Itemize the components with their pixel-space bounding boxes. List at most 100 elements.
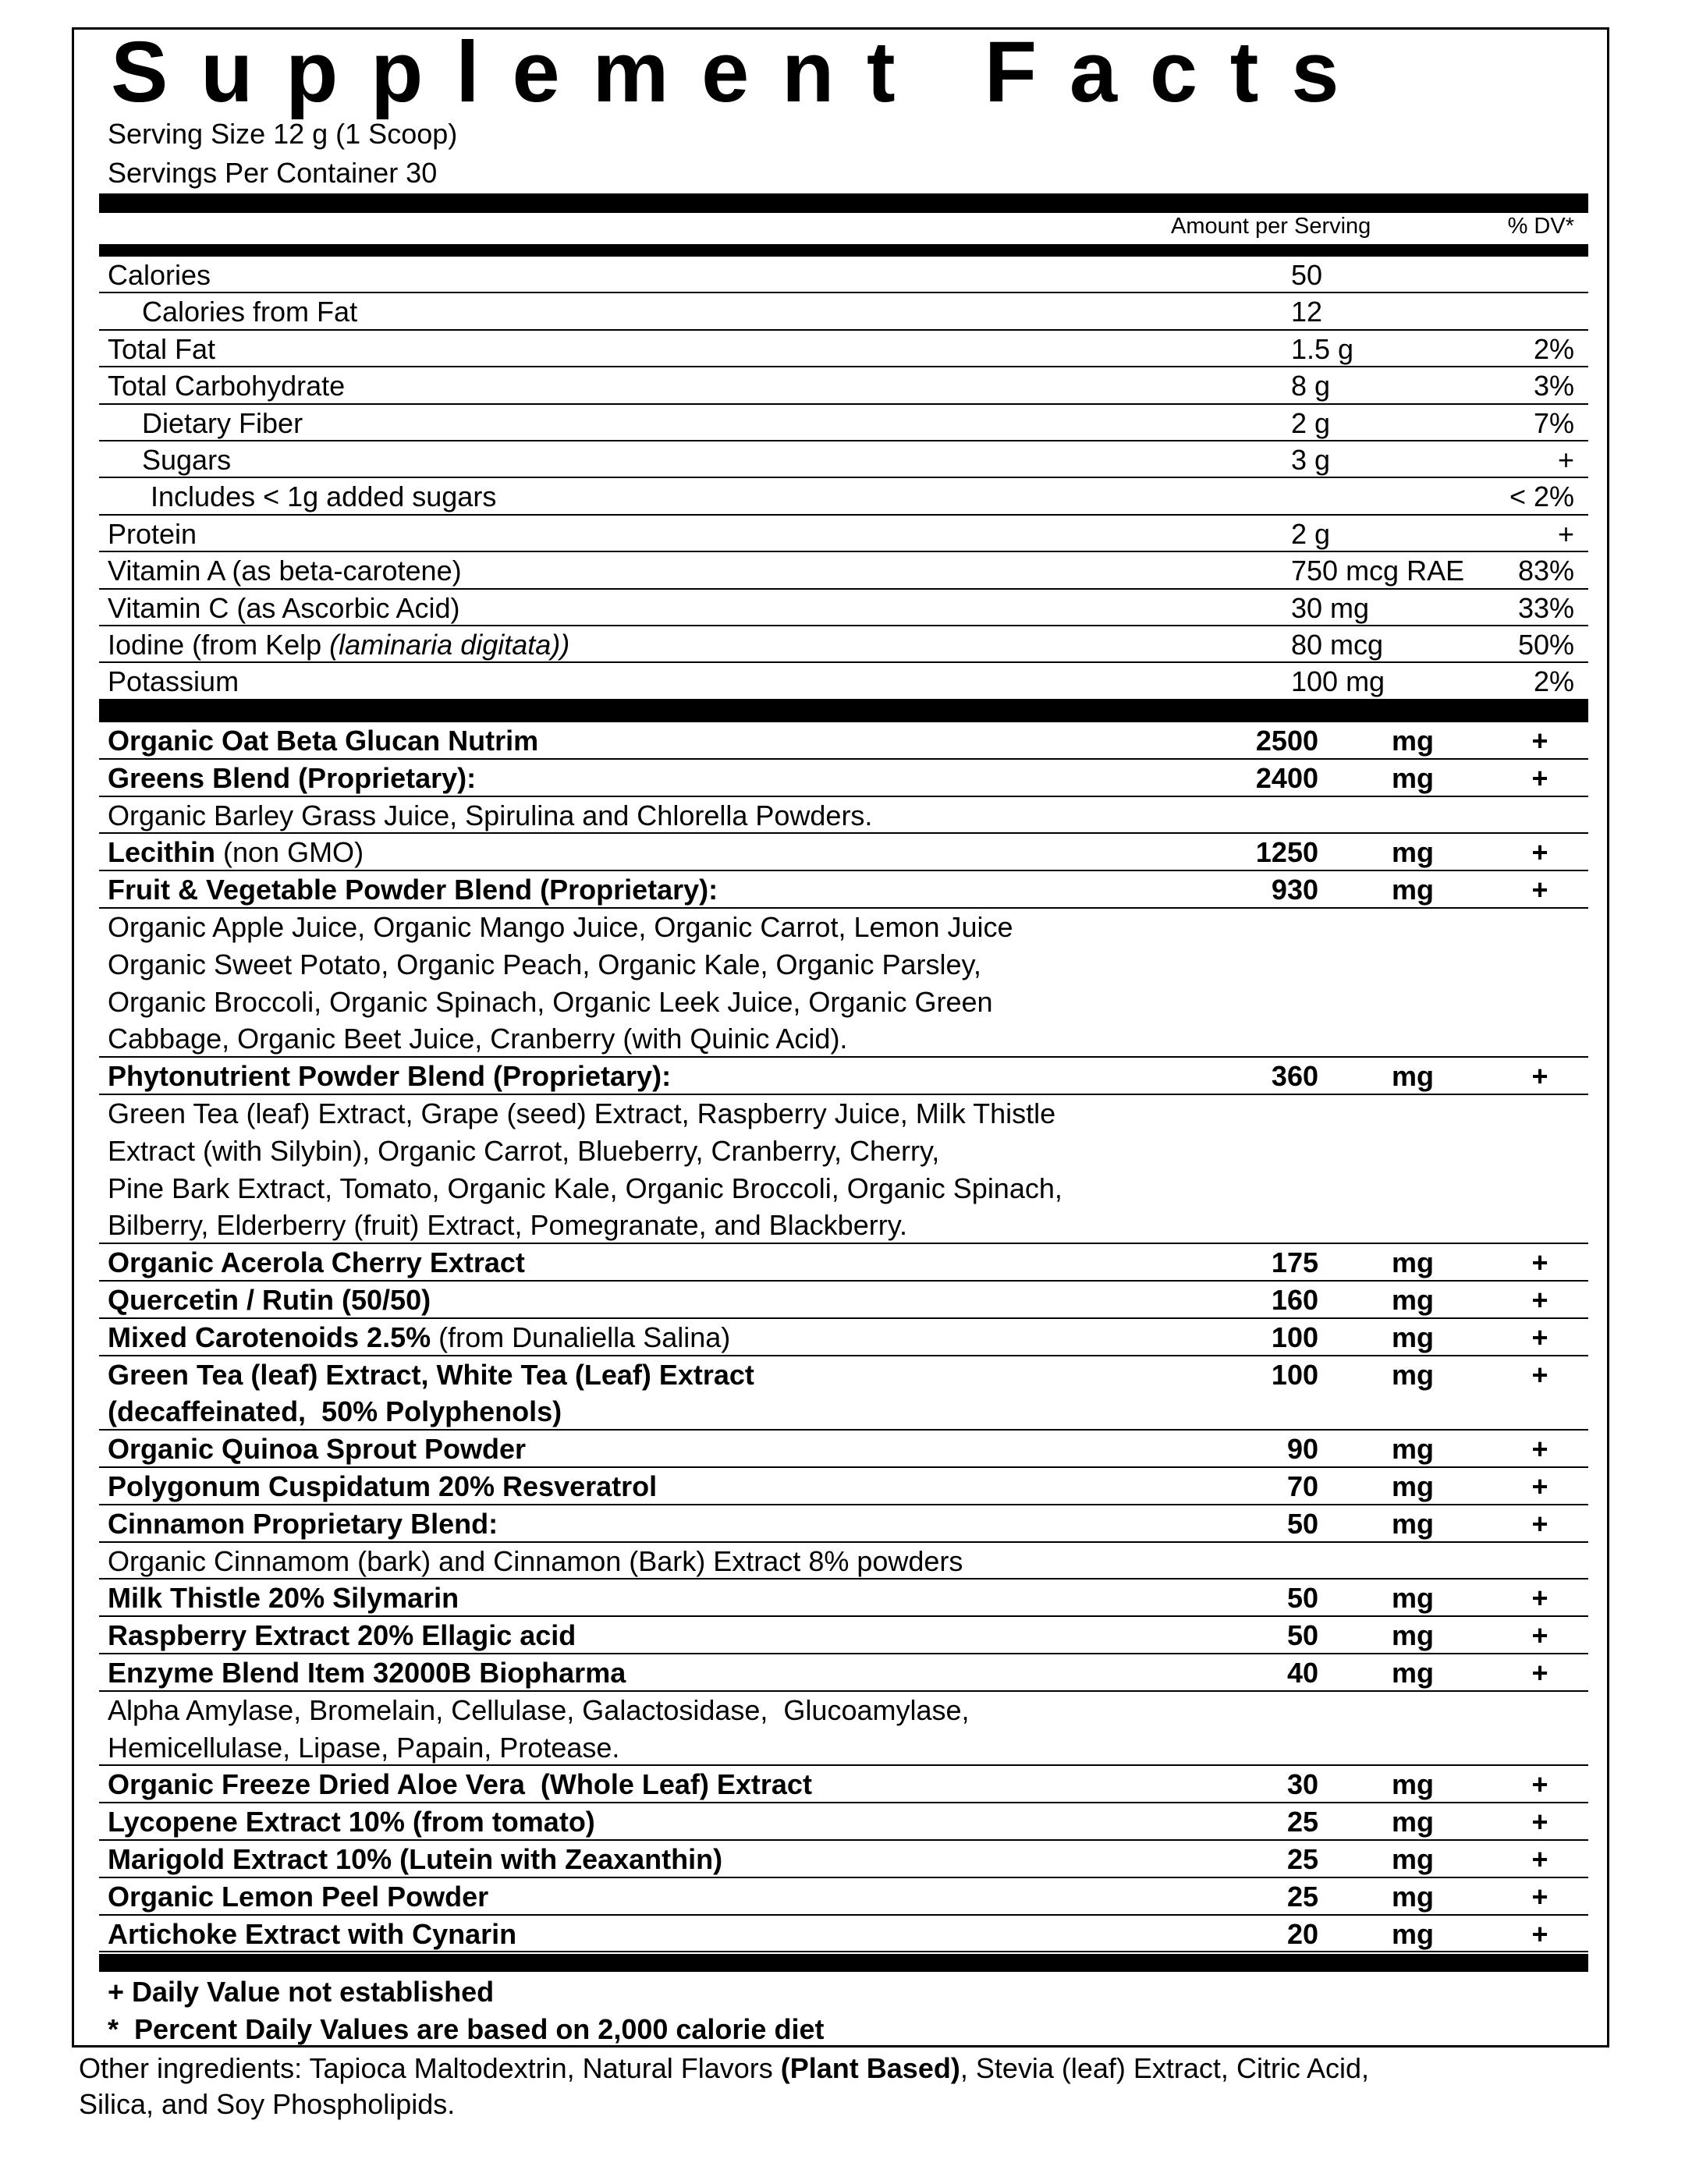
ingredient-name: Artichoke Extract with Cynarin [108, 1917, 517, 1950]
ingredient-dv: + [1531, 1284, 1548, 1316]
nutrient-dv: < 2% [1509, 480, 1574, 513]
ingredient-row: Marigold Extract 10% (Lutein with Zeaxan… [99, 1841, 1588, 1878]
ingredient-amount: 175 [1271, 1246, 1318, 1279]
nutrient-amount: 50 [1291, 259, 1323, 291]
nutrient-name: Calories [108, 259, 211, 291]
nutrient-row: Calories 50 [99, 257, 1588, 294]
ingredient-amount: 40 [1286, 1657, 1318, 1689]
nutrient-dv: 33% [1517, 591, 1574, 624]
nutrient-row: Total Carbohydrate 8 g 3% [99, 367, 1588, 405]
ingredient-unit: mg [1392, 1470, 1434, 1502]
ingredient-amount: 25 [1286, 1880, 1318, 1913]
ingredient-unit: mg [1392, 836, 1434, 869]
nutrient-dv: 3% [1533, 370, 1574, 402]
ingredient-unit: mg [1392, 1917, 1434, 1950]
ingredient-amount: 30 [1286, 1768, 1318, 1801]
ingredient-name: Organic Acerola Cherry Extract [108, 1246, 525, 1279]
ingredient-unit: mg [1392, 1060, 1434, 1093]
ingredient-amount: 1250 [1255, 836, 1318, 869]
ingredient-row: Green Tea (leaf) Extract, White Tea (Lea… [99, 1356, 1588, 1431]
nutrient-name: Dietary Fiber [142, 406, 303, 439]
ingredient-dv: + [1531, 1917, 1548, 1950]
ingredient-unit: mg [1392, 761, 1434, 794]
ingredient-amount: 90 [1286, 1433, 1318, 1466]
ingredient-amount: 360 [1271, 1060, 1318, 1093]
ingredient-unit: mg [1392, 1321, 1434, 1353]
ingredient-note: (non GMO) [223, 836, 364, 869]
description-line: Organic Broccoli, Organic Spinach, Organ… [108, 985, 993, 1018]
ingredient-description: Organic Barley Grass Juice, Spirulina an… [99, 797, 1588, 835]
nutrient-name: Calories from Fat [142, 296, 358, 328]
ingredient-name: Quercetin / Rutin (50/50) [108, 1284, 431, 1316]
ingredient-amount: 50 [1286, 1507, 1318, 1540]
ingredient-dv: + [1531, 1582, 1548, 1615]
ingredient-amount: 100 [1271, 1321, 1318, 1353]
ingredient-row: Enzyme Blend Item 32000B Biopharma 40 mg + [99, 1654, 1588, 1692]
nutrient-dv: 2% [1533, 332, 1574, 365]
description-line: Bilberry, Elderberry (fruit) Extract, Po… [108, 1209, 908, 1242]
ingredient-dv: + [1531, 1619, 1548, 1652]
other-ingredients-text: Other ingredients: Tapioca Maltodextrin,… [79, 2052, 773, 2084]
nutrient-dv: + [1557, 517, 1574, 550]
ingredient-name: Enzyme Blend Item 32000B Biopharma [108, 1657, 626, 1689]
ingredient-dv: + [1531, 1433, 1548, 1466]
ingredient-unit: mg [1392, 1433, 1434, 1466]
ingredient-dv: + [1531, 1470, 1548, 1502]
ingredient-unit: mg [1392, 1582, 1434, 1615]
nutrient-row: Total Fat 1.5 g 2% [99, 331, 1588, 368]
ingredient-row: Organic Acerola Cherry Extract 175 mg + [99, 1244, 1588, 1282]
ingredient-unit: mg [1392, 874, 1434, 906]
ingredient-unit: mg [1392, 1806, 1434, 1838]
ingredient-row: Lecithin (non GMO) 1250 mg + [99, 834, 1588, 872]
ingredient-name: Lecithin [108, 836, 216, 869]
ingredient-note: (from Dunaliella Salina) [438, 1321, 731, 1353]
ingredient-amount: 100 [1271, 1358, 1318, 1391]
nutrient-amount: 2 g [1291, 406, 1331, 439]
nutrient-dv: 2% [1533, 665, 1574, 698]
ingredient-name: Phytonutrient Powder Blend (Proprietary)… [108, 1060, 672, 1093]
nutrient-dv: 50% [1517, 629, 1574, 661]
ingredient-name: Organic Lemon Peel Powder [108, 1880, 489, 1913]
ingredient-row: Organic Oat Beta Glucan Nutrim 2500 mg + [99, 722, 1588, 760]
ingredient-row: Fruit & Vegetable Powder Blend (Propriet… [99, 871, 1588, 909]
ingredient-unit: mg [1392, 1246, 1434, 1279]
ingredient-amount: 20 [1286, 1917, 1318, 1950]
ingredient-amount: 50 [1286, 1619, 1318, 1652]
thick-rule [99, 193, 1588, 213]
ingredient-amount: 2500 [1255, 725, 1318, 757]
thick-rule [99, 244, 1588, 257]
ingredient-row: Milk Thistle 20% Silymarin 50 mg + [99, 1580, 1588, 1618]
nutrient-row: Protein 2 g + [99, 516, 1588, 553]
label-border [72, 27, 1609, 2048]
ingredient-dv: + [1531, 1843, 1548, 1875]
ingredient-name: Organic Quinoa Sprout Powder [108, 1433, 527, 1466]
nutrient-name-italic: (laminaria digitata)) [329, 629, 570, 661]
ingredient-amount: 50 [1286, 1582, 1318, 1615]
nutrient-amount: 8 g [1291, 370, 1331, 402]
ingredient-unit: mg [1392, 725, 1434, 757]
nutrient-amount: 100 mg [1291, 665, 1385, 698]
nutrient-dv: 7% [1533, 406, 1574, 439]
nutrient-name: Total Carbohydrate [108, 370, 346, 402]
nutrient-amount: 1.5 g [1291, 332, 1354, 365]
description-line: Hemicellulase, Lipase, Papain, Protease. [108, 1731, 620, 1764]
label-title: Supplement Facts [111, 24, 1372, 120]
ingredient-name: Fruit & Vegetable Powder Blend (Propriet… [108, 874, 718, 906]
ingredient-unit: mg [1392, 1619, 1434, 1652]
ingredient-unit: mg [1392, 1358, 1434, 1391]
ingredient-amount: 25 [1286, 1806, 1318, 1838]
description-line: Green Tea (leaf) Extract, Grape (seed) E… [108, 1097, 1056, 1129]
ingredient-dv: + [1531, 1060, 1548, 1093]
thick-rule [99, 1954, 1588, 1972]
ingredient-dv: + [1531, 874, 1548, 906]
nutrient-row: Sugars 3 g + [99, 441, 1588, 479]
nutrient-name: Sugars [142, 444, 232, 476]
ingredient-row: Lycopene Extract 10% (from tomato) 25 mg + [99, 1803, 1588, 1841]
nutrient-row: Includes < 1g added sugars < 2% [99, 478, 1588, 516]
description-line: Organic Sweet Potato, Organic Peach, Org… [108, 948, 981, 980]
ingredient-row: Mixed Carotenoids 2.5% (from Dunaliella S… [99, 1319, 1588, 1356]
nutrient-amount: 750 mcg RAE [1291, 555, 1465, 587]
ingredient-unit: mg [1392, 1284, 1434, 1316]
nutrient-name: Vitamin C (as Ascorbic Acid) [108, 591, 460, 624]
